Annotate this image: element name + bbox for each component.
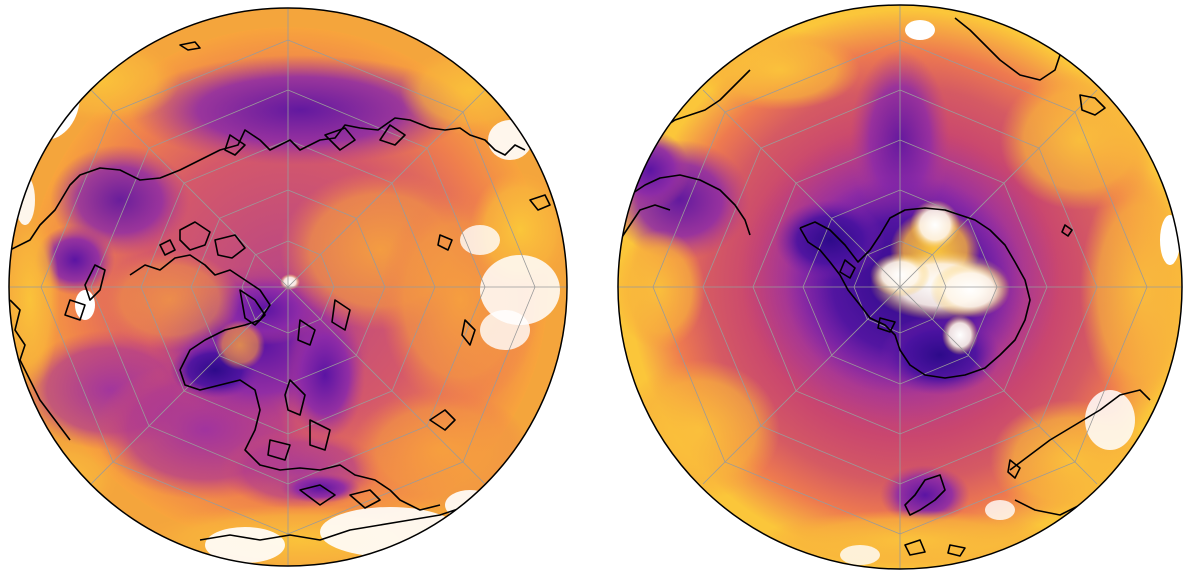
north-coastlines	[9, 41, 561, 541]
south-polar-map	[617, 4, 1183, 570]
north-gridlines	[9, 8, 567, 566]
south-gridlines	[618, 5, 1182, 569]
south-disk-outline	[617, 4, 1183, 570]
north-polar-map	[8, 7, 568, 567]
north-disk-outline	[8, 7, 568, 567]
